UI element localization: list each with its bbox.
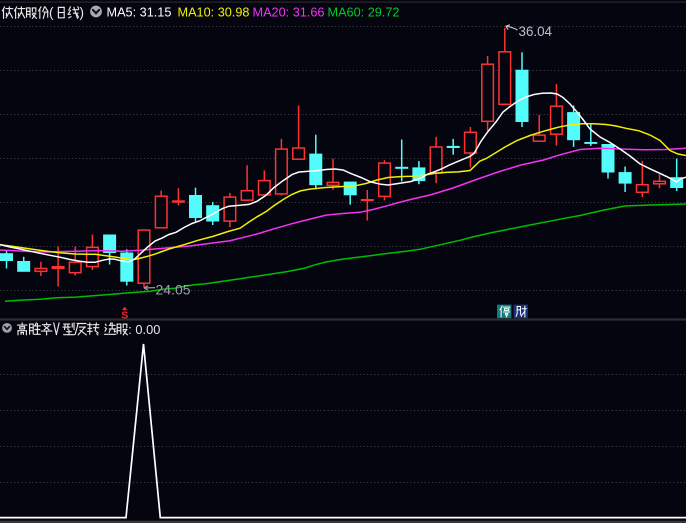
svg-text:S: S [121, 310, 128, 322]
svg-text:(: ( [49, 5, 54, 20]
svg-text:): ) [80, 5, 85, 20]
svg-text:MA10: 30.98: MA10: 30.98 [178, 6, 250, 20]
svg-text:: 0.00: : 0.00 [128, 322, 160, 337]
svg-text:36.04: 36.04 [519, 24, 553, 39]
svg-text:MA5: 31.15: MA5: 31.15 [107, 6, 172, 20]
svg-text:24.05: 24.05 [156, 282, 191, 298]
svg-text:MA20: 31.66: MA20: 31.66 [253, 6, 325, 20]
svg-text:MA60: 29.72: MA60: 29.72 [328, 6, 400, 20]
